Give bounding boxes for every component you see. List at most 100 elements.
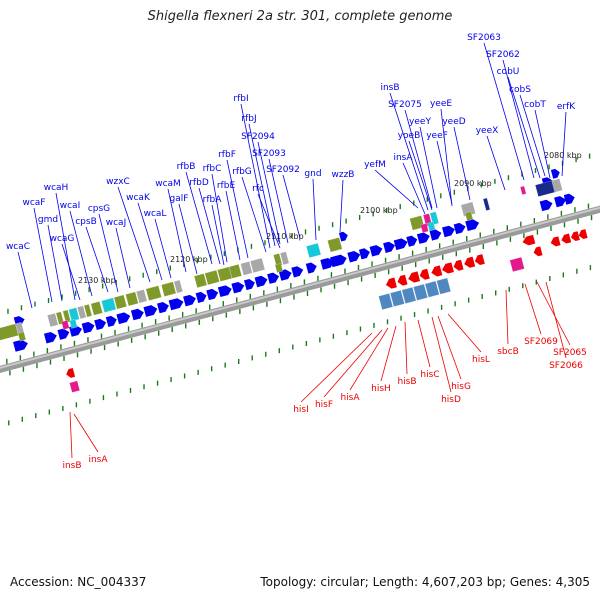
forward-gene-arrow bbox=[116, 311, 131, 324]
forward-gene-arrow bbox=[551, 168, 561, 179]
forward-gene-leader bbox=[390, 93, 428, 210]
reverse-gene-leader bbox=[418, 320, 430, 367]
forward-gene-leader bbox=[283, 175, 300, 238]
forward-gene-label: cpsB bbox=[75, 217, 97, 227]
cog-block bbox=[91, 301, 103, 315]
forward-gene-arrow bbox=[218, 284, 233, 297]
forward-gene-label: SF2062 bbox=[486, 50, 520, 60]
forward-gene-leader bbox=[313, 179, 316, 240]
forward-gene-label: rfbB bbox=[177, 162, 196, 172]
forward-gene-label: rfbC bbox=[203, 164, 222, 174]
kbp-scale-label: 2110 kbp bbox=[266, 232, 304, 241]
forward-gene-label: SF2093 bbox=[252, 149, 286, 159]
reverse-gene-leader bbox=[448, 314, 481, 352]
cog-block bbox=[18, 332, 26, 341]
cog-block bbox=[114, 295, 127, 309]
cog-block bbox=[205, 270, 220, 285]
forward-gene-arrow bbox=[359, 247, 371, 259]
forward-gene-label: rfbG bbox=[232, 167, 252, 177]
reverse-gene-label: hisG bbox=[451, 382, 471, 392]
forward-gene-arrow bbox=[82, 321, 96, 334]
reverse-gene-label: hisL bbox=[472, 355, 490, 365]
forward-gene-arrow bbox=[244, 278, 256, 290]
forward-gene-arrow bbox=[196, 291, 208, 303]
forward-gene-leader bbox=[340, 180, 343, 232]
forward-gene-label: rfbI bbox=[233, 94, 248, 104]
forward-gene-label: wcaC bbox=[6, 242, 30, 252]
reverse-gene-label: SF2065 bbox=[553, 348, 587, 358]
reverse-gene-label: insA bbox=[88, 455, 108, 465]
reverse-gene-arrow bbox=[385, 278, 397, 290]
reverse-gene-arrow bbox=[407, 271, 420, 283]
forward-gene-arrow bbox=[106, 315, 118, 327]
forward-gene-leader bbox=[18, 252, 32, 308]
forward-gene-label: yeeF bbox=[426, 131, 448, 141]
cog-block bbox=[161, 282, 176, 297]
reverse-gene-leader bbox=[506, 290, 508, 344]
kbp-scale-label: 2120 kbp bbox=[170, 255, 208, 264]
cog-block bbox=[510, 257, 525, 272]
reverse-gene-arrow bbox=[532, 246, 542, 257]
forward-gene-label: SF2092 bbox=[266, 165, 300, 175]
forward-gene-label: wcaK bbox=[126, 193, 151, 203]
forward-gene-label: insA bbox=[393, 153, 413, 163]
genome-map: Shigella flexneri 2a str. 301, complete … bbox=[0, 0, 600, 600]
cog-block bbox=[328, 237, 343, 252]
forward-gene-label: SF2063 bbox=[467, 33, 501, 43]
reverse-gene-arrow bbox=[396, 275, 407, 287]
reverse-gene-arrow bbox=[560, 234, 571, 245]
forward-gene-arrow bbox=[564, 192, 576, 204]
forward-gene-arrow bbox=[306, 261, 318, 273]
forward-gene-label: galF bbox=[170, 194, 189, 204]
forward-gene-arrow bbox=[44, 331, 58, 344]
cog-block bbox=[194, 274, 207, 288]
forward-gene-label: insB bbox=[380, 83, 399, 93]
forward-gene-arrow bbox=[157, 301, 170, 313]
forward-gene-arrow bbox=[540, 198, 554, 211]
forward-gene-label: rfbA bbox=[203, 195, 223, 205]
forward-gene-label: yeeE bbox=[430, 99, 452, 109]
reverse-gene-leader bbox=[74, 414, 98, 452]
forward-gene-label: rfc bbox=[252, 184, 264, 194]
forward-gene-label: yoeB bbox=[398, 131, 421, 141]
reverse-gene-label: hisF bbox=[315, 400, 333, 410]
forward-gene-leader bbox=[437, 141, 452, 204]
forward-gene-label: rfbD bbox=[189, 178, 209, 188]
forward-gene-arrow bbox=[231, 281, 245, 294]
reverse-gene-leader bbox=[350, 328, 388, 390]
forward-gene-arrow bbox=[417, 231, 431, 244]
forward-gene-label: SF2094 bbox=[241, 132, 275, 142]
forward-gene-label: wzzB bbox=[332, 170, 355, 180]
forward-gene-leader bbox=[454, 127, 470, 200]
forward-gene-label: SF2075 bbox=[388, 100, 422, 110]
cog-block bbox=[483, 198, 490, 211]
reverse-gene-label: SF2069 bbox=[524, 337, 558, 347]
reverse-gene-label: hisH bbox=[371, 384, 391, 394]
reverse-gene-leader bbox=[525, 284, 541, 334]
forward-gene-label: wcaJ bbox=[106, 218, 126, 228]
forward-gene-label: yeeX bbox=[476, 126, 499, 136]
cog-block bbox=[146, 286, 162, 301]
cog-block bbox=[69, 381, 79, 393]
forward-gene-arrow bbox=[131, 307, 145, 320]
forward-gene-label: wcaG bbox=[50, 234, 75, 244]
reverse-gene-label: hisB bbox=[397, 377, 416, 387]
genome-track-svg: 2130 kbp2120 kbp2110 kbp2100 kbp2090 kbp… bbox=[0, 0, 600, 600]
reverse-gene-arrow bbox=[570, 231, 580, 242]
forward-gene-label: yefM bbox=[364, 160, 386, 170]
genome-summary: Topology: circular; Length: 4,607,203 bp… bbox=[260, 575, 590, 589]
reverse-gene-leader bbox=[537, 282, 570, 345]
forward-gene-leader bbox=[116, 228, 130, 288]
cog-block bbox=[101, 298, 116, 313]
forward-gene-arrow bbox=[169, 297, 185, 310]
forward-gene-leader bbox=[375, 170, 418, 208]
forward-gene-arrow bbox=[339, 231, 349, 242]
forward-gene-arrow bbox=[143, 304, 158, 317]
forward-gene-label: cobT bbox=[524, 100, 546, 110]
reverse-gene-leader bbox=[381, 326, 396, 381]
reverse-gene-arrow bbox=[463, 257, 475, 269]
reverse-gene-leader bbox=[405, 322, 407, 374]
reverse-gene-label: hisI bbox=[293, 405, 309, 415]
kbp-scale-label: 2100 kbp bbox=[360, 206, 398, 215]
reverse-gene-label: hisA bbox=[340, 393, 360, 403]
